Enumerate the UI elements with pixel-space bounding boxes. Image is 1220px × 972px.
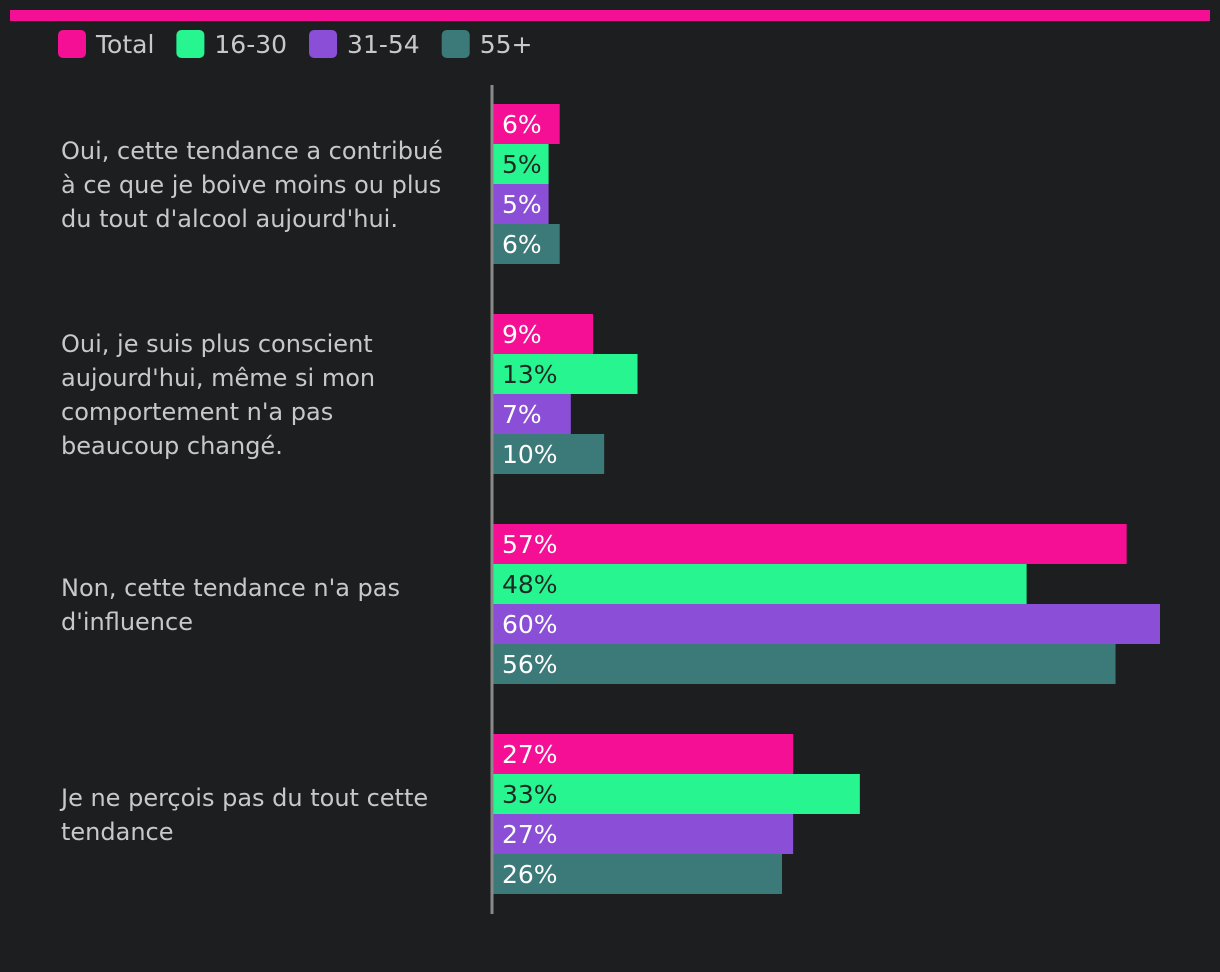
bar-1-31-54	[493, 184, 549, 224]
value-label-1-total: 6%	[502, 110, 542, 139]
value-label-1-31-54: 5%	[502, 190, 542, 219]
value-label-2-total: 9%	[502, 320, 542, 349]
legend-swatch-16-30	[176, 30, 205, 58]
bar-4-16-30	[493, 774, 860, 814]
value-label-4-16-30: 33%	[502, 780, 558, 809]
bar-4-total	[493, 734, 794, 774]
category-label-3-line-1: Non, cette tendance n'a pas	[61, 574, 400, 602]
bar-4-55-	[493, 854, 783, 894]
bar-2-31-54	[493, 394, 571, 434]
value-label-4-31-54: 27%	[502, 820, 558, 849]
bar-3-31-54	[493, 604, 1160, 644]
value-label-1-16-30: 5%	[502, 150, 542, 179]
legend-swatch-total	[58, 30, 86, 58]
bar-3-total	[493, 524, 1127, 564]
legend-label-total: Total	[95, 30, 154, 59]
category-label-2-line-1: Oui, je suis plus conscient	[61, 330, 373, 358]
legend-label-31-54: 31-54	[347, 30, 420, 59]
value-label-1-55-: 6%	[502, 230, 542, 259]
category-label-2-line-3: comportement n'a pas	[61, 398, 333, 426]
category-label-1-line-2: à ce que je boive moins ou plus	[61, 171, 441, 199]
category-label-4-line-2: tendance	[61, 818, 174, 846]
bar-2-total	[493, 314, 594, 354]
bar-3-16-30	[493, 564, 1027, 604]
value-label-4-55-: 26%	[502, 860, 558, 889]
bar-1-55-	[493, 224, 560, 264]
bar-3-55-	[493, 644, 1116, 684]
category-label-2-line-2: aujourd'hui, même si mon	[61, 364, 375, 392]
legend-label-55-: 55+	[480, 30, 533, 59]
accent-top-bar	[10, 10, 1210, 21]
category-label-1-line-3: du tout d'alcool aujourd'hui.	[61, 205, 398, 233]
value-label-3-total: 57%	[502, 530, 558, 559]
value-label-3-55-: 56%	[502, 650, 558, 679]
legend: Total 16-30 31-54 55+	[58, 30, 532, 59]
bar-1-total	[493, 104, 560, 144]
category-label-1-line-1: Oui, cette tendance a contribué	[61, 137, 443, 165]
value-label-3-31-54: 60%	[502, 610, 558, 639]
value-label-3-16-30: 48%	[502, 570, 558, 599]
value-label-4-total: 27%	[502, 740, 558, 769]
category-label-4-line-1: Je ne perçois pas du tout cette	[59, 784, 428, 812]
bars: 6% 5% 5% 6% 9% 13% 7% 10% 57% 48% 60% 56% 27% 33% 27% 2…	[493, 104, 1160, 894]
value-label-2-16-30: 13%	[502, 360, 558, 389]
category-label-2-line-4: beaucoup changé.	[61, 432, 283, 460]
value-label-2-31-54: 7%	[502, 400, 542, 429]
bar-2-55-	[493, 434, 605, 474]
legend-swatch-31-54	[309, 30, 338, 58]
legend-swatch-55-	[441, 30, 470, 58]
value-label-2-55-: 10%	[502, 440, 558, 469]
bar-2-16-30	[493, 354, 638, 394]
legend-label-16-30: 16-30	[214, 30, 287, 59]
bar-1-16-30	[493, 144, 549, 184]
category-labels: Oui, cette tendance a contribué à ce que …	[59, 137, 443, 846]
bar-4-31-54	[493, 814, 794, 854]
category-label-3-line-2: d'influence	[61, 608, 193, 636]
